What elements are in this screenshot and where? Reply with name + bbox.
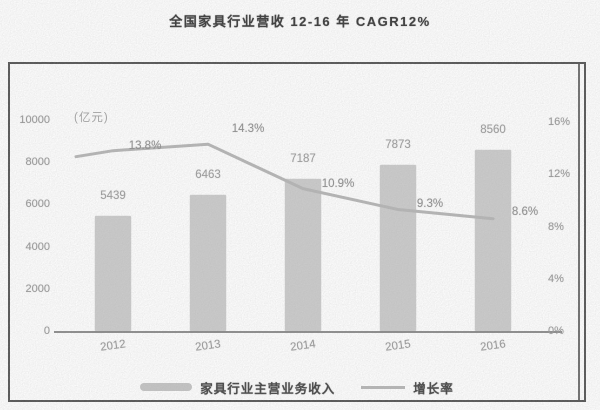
revenue-bar [475, 150, 511, 331]
right-axis-tick: 16% [548, 116, 571, 128]
left-axis-tick: 8000 [25, 156, 50, 169]
legend-line-swatch [361, 385, 406, 389]
left-axis-tick: 6000 [25, 198, 50, 211]
plot-frame: (亿元) 0 2000 4000 6000 8000 10000 0% 4% 8% 12% 16%… [8, 62, 586, 402]
bar-value-label: 5439 [100, 190, 126, 203]
growth-rate-value-label: 13.8% [128, 139, 162, 152]
right-axis-tick: 8% [548, 220, 564, 233]
bar-value-label: 7873 [385, 138, 411, 151]
growth-rate-value-label: 14.3% [231, 123, 265, 136]
left-axis-unit-label: (亿元) [74, 112, 109, 124]
growth-rate-value-label: 9.3% [416, 197, 444, 210]
legend-line-series-label: 增长率 [413, 381, 454, 396]
left-axis-tick: 10000 [19, 114, 50, 126]
growth-rate-value-label: 10.9% [321, 177, 355, 190]
right-axis-tick: 4% [548, 272, 564, 285]
legend: 家具行业主营业务收入 增长率 [10, 377, 584, 397]
legend-bar-swatch [140, 383, 193, 391]
right-axis-tick: 12% [548, 168, 571, 181]
legend-bar-series-label: 家具行业主营业务收入 [200, 381, 336, 396]
x-axis-category-label: 2016 [479, 338, 507, 354]
right-axis-tick: 0% [548, 325, 564, 337]
left-axis-tick: 2000 [25, 282, 50, 295]
growth-rate-value-label: 8.6% [511, 205, 539, 218]
chart-title: 全国家具行业营收 12-16 年 CAGR12% [169, 14, 431, 29]
left-axis-tick: 0 [43, 325, 50, 337]
left-axis-tick: 4000 [25, 240, 50, 253]
x-axis-line [54, 331, 562, 333]
bar-value-label: 7187 [290, 153, 316, 166]
x-axis-category-label: 2013 [194, 338, 222, 354]
x-axis-category-label: 2014 [289, 338, 317, 354]
bar-value-label: 6463 [195, 168, 221, 181]
revenue-bar [285, 179, 321, 331]
revenue-bar [190, 194, 226, 331]
revenue-bar [95, 216, 131, 331]
x-axis-category-label: 2012 [99, 338, 127, 354]
revenue-bar [380, 164, 416, 331]
x-axis-category-label: 2015 [384, 338, 412, 354]
frame-inner-right-line [578, 64, 580, 400]
bar-value-label: 8560 [480, 124, 506, 137]
